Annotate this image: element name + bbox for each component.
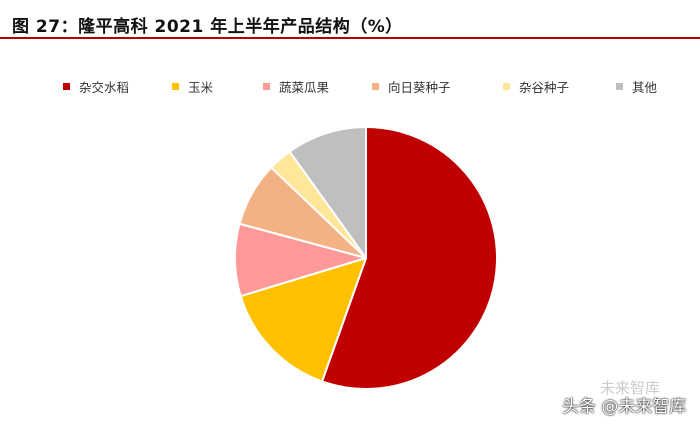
legend-label: 向日葵种子 [388, 80, 451, 95]
legend-label: 其他 [632, 80, 658, 95]
legend-swatch [616, 83, 623, 90]
legend-label: 杂谷种子 [519, 80, 570, 95]
watermark: 头条 @未来智库 [562, 397, 687, 417]
title-divider [0, 37, 700, 39]
chart-legend: 杂交水稻 玉米 蔬菜瓜果 向日葵种子 杂谷种子 其他 [0, 77, 700, 97]
legend-swatch [263, 83, 270, 90]
legend-item: 其他 [616, 77, 657, 96]
figure-title: 图 27：隆平高科 2021 年上半年产品结构（%） [12, 17, 403, 37]
legend-item: 向日葵种子 [372, 77, 451, 96]
legend-item: 玉米 [172, 77, 213, 96]
legend-item: 蔬菜瓜果 [263, 77, 329, 96]
legend-label: 玉米 [188, 80, 214, 95]
legend-swatch [503, 83, 510, 90]
legend-item: 杂交水稻 [63, 77, 129, 96]
pie-slice [288, 126, 367, 259]
pie-slice [239, 257, 367, 383]
watermark-faint: 未来智库 [600, 379, 661, 397]
legend-item: 杂谷种子 [503, 77, 569, 96]
figure-header: 图 27：隆平高科 2021 年上半年产品结构（%） [0, 0, 700, 39]
legend-swatch [372, 83, 379, 90]
legend-label: 蔬菜瓜果 [279, 80, 330, 95]
legend-swatch [63, 83, 70, 90]
legend-label: 杂交水稻 [79, 80, 130, 95]
pie-slice [321, 126, 498, 390]
legend-swatch [172, 83, 179, 90]
